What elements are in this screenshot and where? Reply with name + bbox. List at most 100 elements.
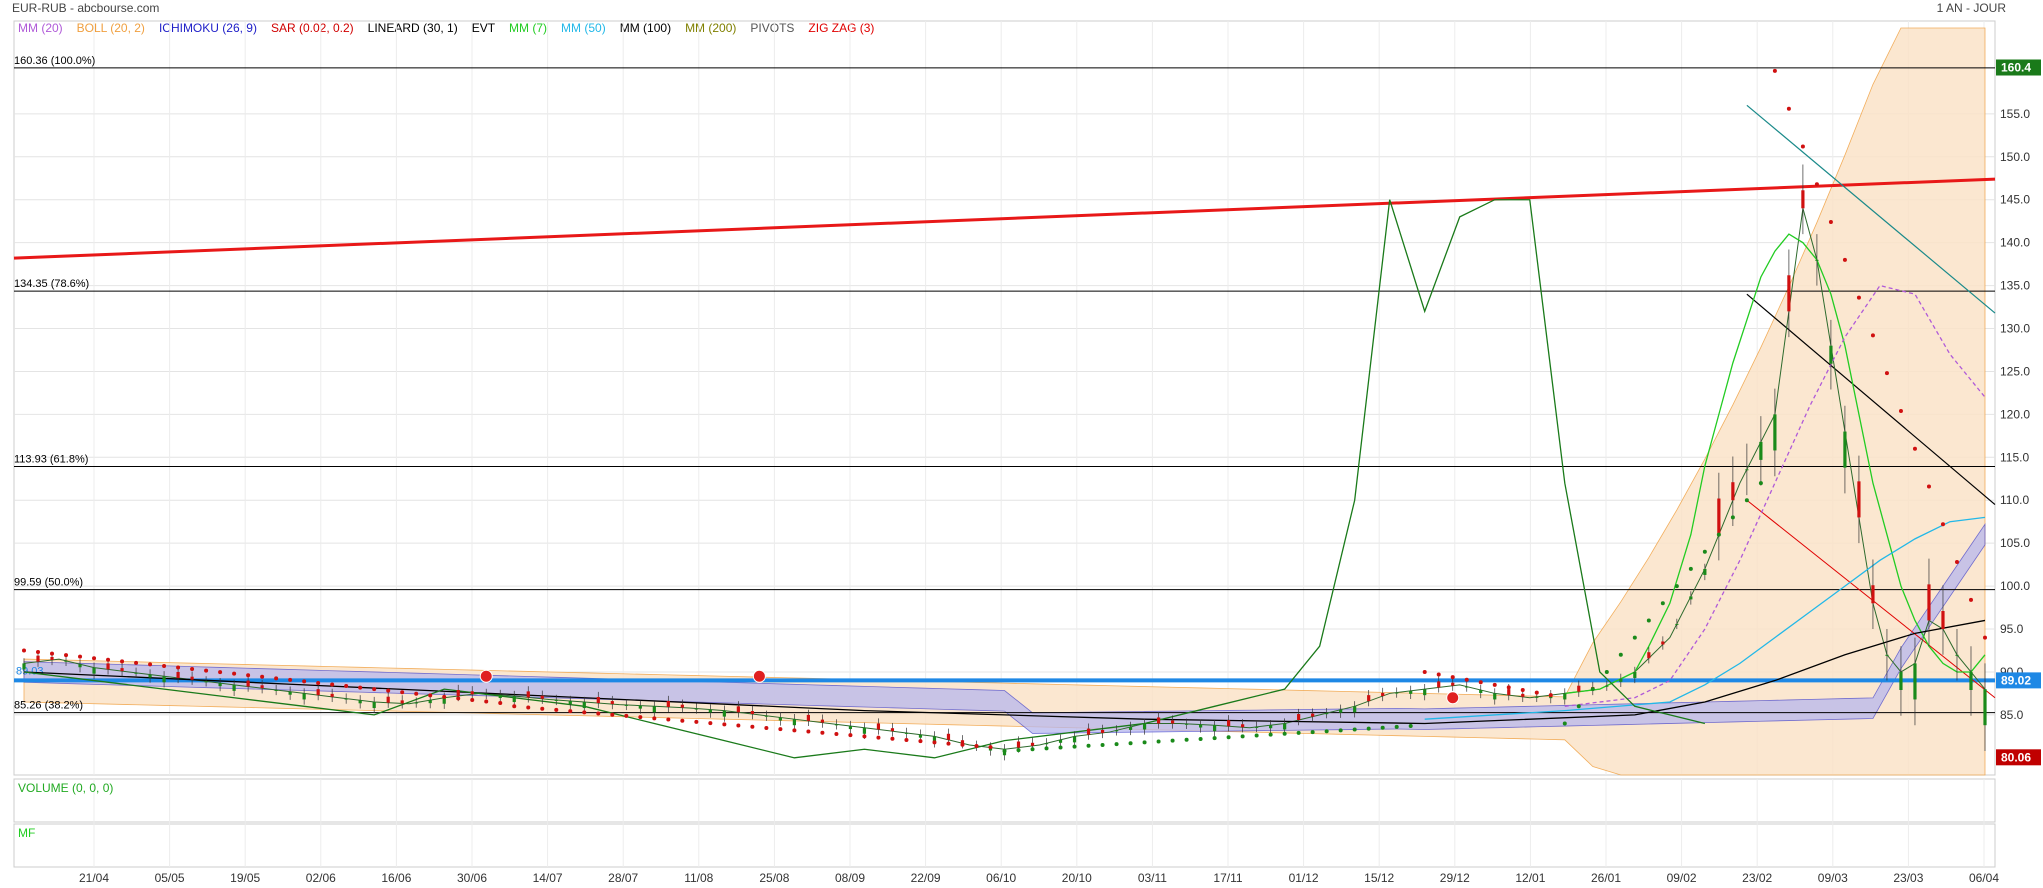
x-tick-label: 15/12: [1364, 871, 1394, 885]
candle-body: [638, 705, 642, 709]
candle-body: [1675, 623, 1679, 625]
fibonacci-label: 99.59 (50.0%): [14, 577, 83, 589]
candle-body: [64, 660, 68, 662]
legend-item[interactable]: MM (20): [18, 21, 63, 35]
mf-panel-label: MF: [18, 826, 36, 840]
candle-body: [1815, 259, 1819, 261]
candle-body: [792, 719, 796, 726]
sar-dot: [890, 736, 895, 741]
legend-item[interactable]: MM (200): [685, 21, 737, 35]
candle-body: [106, 663, 110, 670]
sar-dot: [554, 707, 559, 712]
candle-body: [1731, 482, 1735, 501]
sar-dot: [974, 743, 979, 748]
sar-dot: [694, 719, 699, 724]
x-tick-label: 06/04: [1969, 871, 1999, 885]
y-tick-label: 125.0: [2000, 364, 2030, 378]
y-tick-label: 120.0: [2000, 407, 2030, 421]
candle-body: [1871, 585, 1875, 604]
candle-body: [1955, 654, 1959, 656]
sar-dot: [1422, 669, 1427, 674]
sar-dot: [946, 741, 951, 746]
sar-dot: [1716, 532, 1721, 537]
candle-body: [1072, 736, 1077, 743]
sar-dot: [1912, 446, 1917, 451]
last-price-badge-text: 160.4: [2001, 60, 2031, 74]
sar-dot: [1632, 635, 1637, 640]
y-tick-label: 140.0: [2000, 236, 2030, 250]
candle-body: [386, 696, 390, 703]
period-label[interactable]: 1 AN - JOUR: [1936, 1, 2006, 15]
sar-dot: [1058, 745, 1063, 750]
legend-item[interactable]: MM (100): [619, 21, 672, 35]
candle-body: [1381, 693, 1385, 697]
legend-item[interactable]: EVT: [471, 21, 496, 35]
candle-body: [1507, 689, 1511, 696]
sar-dot: [1618, 652, 1623, 657]
fibonacci-label: 85.26 (38.2%): [14, 700, 83, 712]
candle-body: [820, 719, 825, 723]
sar-dot: [610, 712, 615, 717]
sar-dot: [22, 648, 26, 653]
bollinger-band: [23, 27, 1986, 776]
sar-dot: [1030, 747, 1035, 752]
sar-dot: [442, 694, 447, 699]
sar-dot: [1730, 515, 1735, 520]
candle-body: [1759, 441, 1763, 460]
legend-item[interactable]: MM (50): [561, 21, 606, 35]
candle-body: [1773, 414, 1777, 451]
low-price-badge-text: 80.06: [2001, 750, 2031, 764]
candle-body: [1030, 742, 1035, 746]
candle-body: [596, 697, 600, 704]
trendline-resistance: [13, 177, 1996, 260]
candle-body: [1044, 743, 1049, 745]
candle-body: [1227, 720, 1231, 727]
candle-body: [442, 697, 446, 704]
candle-body: [1633, 671, 1637, 678]
sar-dot: [302, 679, 307, 684]
legend-item[interactable]: MM (7): [509, 21, 548, 35]
candle-body: [92, 667, 96, 674]
candle-body: [1465, 686, 1469, 688]
legend-item[interactable]: SAR (0.02, 0.2): [270, 21, 354, 35]
candle-body: [848, 726, 853, 730]
sar-dot: [862, 734, 867, 739]
candle-body: [918, 734, 923, 738]
event-marker: [479, 669, 493, 683]
sar-dot: [708, 721, 713, 726]
sar-dot: [1212, 736, 1217, 741]
y-tick-label: 135.0: [2000, 279, 2030, 293]
candle-body: [428, 700, 432, 704]
legend-item[interactable]: LINEARD (30, 1): [367, 21, 458, 35]
legend-item[interactable]: PIVOTS: [750, 21, 795, 35]
sar-dot: [932, 740, 937, 745]
candle-body: [736, 706, 740, 713]
legend-item[interactable]: ICHIMOKU (26, 9): [158, 21, 257, 35]
support-badge-text: 89.02: [2001, 673, 2031, 687]
sar-dot: [1604, 669, 1609, 674]
sar-dot: [1870, 333, 1875, 338]
sar-dot: [1156, 739, 1161, 744]
price-panel-frame: [13, 20, 1996, 776]
sar-dot: [1548, 693, 1553, 698]
sar-dot: [1044, 746, 1049, 751]
sar-dot: [1968, 597, 1973, 602]
candle-body: [1311, 713, 1315, 717]
candle-body: [1857, 481, 1861, 518]
sar-dot: [1814, 182, 1819, 187]
candle-body: [778, 717, 782, 721]
candle-body: [78, 664, 82, 668]
x-tick-label: 28/07: [608, 871, 638, 885]
candle-body: [120, 668, 124, 672]
candle-body: [400, 700, 404, 704]
x-tick-label: 19/05: [230, 871, 260, 885]
series-line: [1424, 516, 1986, 720]
x-tick-label: 23/03: [1893, 871, 1923, 885]
candle-body: [1409, 690, 1413, 694]
candle-body: [204, 681, 208, 683]
series-line: [1564, 233, 1986, 695]
sar-dot: [1646, 618, 1651, 623]
volume-panel-label: VOLUME (0, 0, 0): [18, 781, 114, 795]
legend-item[interactable]: ZIG ZAG (3): [808, 21, 875, 35]
